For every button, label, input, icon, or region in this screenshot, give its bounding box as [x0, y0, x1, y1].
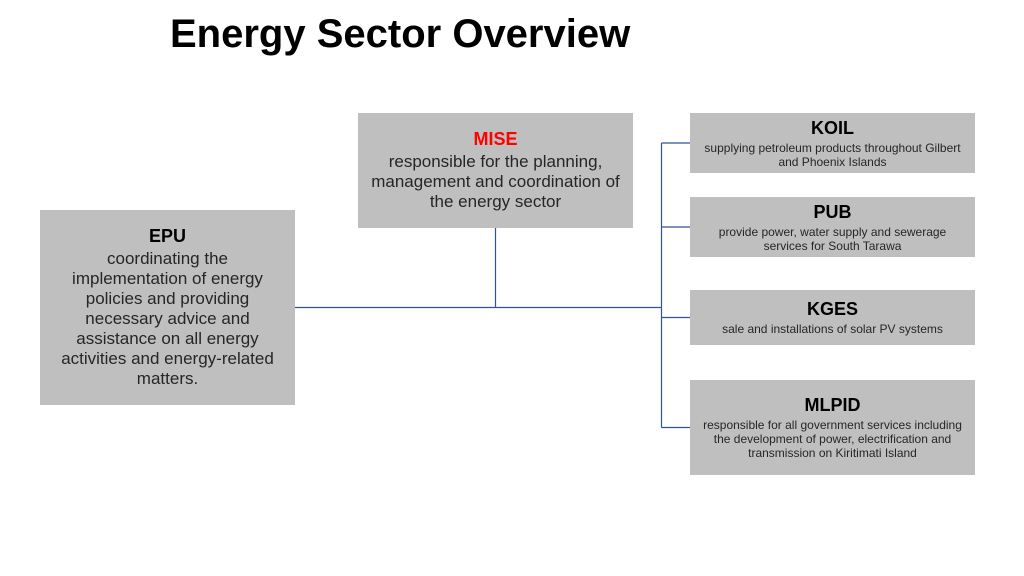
node-mlpid-desc: responsible for all government services …	[700, 418, 965, 460]
node-koil-title: KOIL	[700, 118, 965, 139]
node-koil-desc: supplying petroleum products throughout …	[700, 141, 965, 169]
node-kges: KGES sale and installations of solar PV s…	[690, 290, 975, 345]
node-epu-desc: coordinating the implementation of energ…	[50, 249, 285, 389]
node-koil: KOILsupplying petroleum products through…	[690, 113, 975, 173]
node-pub-desc: provide power, water supply and sewerage…	[700, 225, 965, 253]
node-pub: PUBprovide power, water supply and sewer…	[690, 197, 975, 257]
node-kges-title: KGES	[700, 299, 965, 320]
node-epu: EPUcoordinating the implementation of en…	[40, 210, 295, 405]
node-mise-desc: responsible for the planning, management…	[368, 152, 623, 212]
node-mlpid: MLPIDresponsible for all government serv…	[690, 380, 975, 475]
node-mise-title: MISE	[368, 129, 623, 150]
node-epu-title: EPU	[50, 226, 285, 247]
node-mlpid-title: MLPID	[700, 395, 965, 416]
node-mise: MISEresponsible for the planning, manage…	[358, 113, 633, 228]
page-title: Energy Sector Overview	[170, 12, 630, 57]
node-kges-desc: sale and installations of solar PV syste…	[700, 322, 965, 336]
node-pub-title: PUB	[700, 202, 965, 223]
